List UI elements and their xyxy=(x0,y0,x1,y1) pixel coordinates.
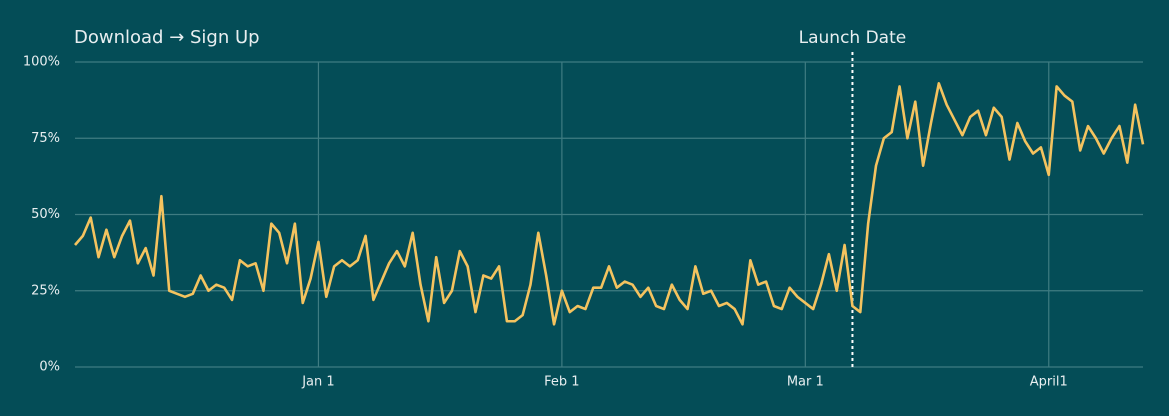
chart-title: Download → Sign Up xyxy=(74,27,260,48)
x-tick-label: Feb 1 xyxy=(544,375,579,390)
y-tick-label: 0% xyxy=(39,360,60,375)
y-tick-label: 50% xyxy=(31,207,60,222)
x-tick-label: Jan 1 xyxy=(301,375,334,390)
x-tick-label: April1 xyxy=(1030,375,1068,390)
y-tick-label: 25% xyxy=(31,283,60,298)
data-line xyxy=(74,82,1145,326)
x-tick-label: Mar 1 xyxy=(787,375,824,390)
annotation-label: Launch Date xyxy=(799,28,907,48)
y-tick-label: 100% xyxy=(23,55,60,70)
y-tick-label: 75% xyxy=(31,131,60,146)
